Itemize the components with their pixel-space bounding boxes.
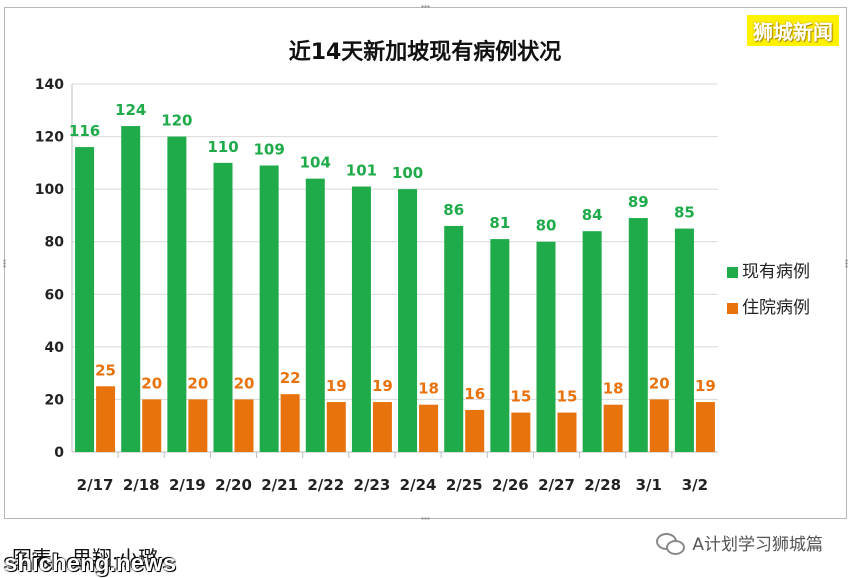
y-tick-label: 40 (45, 340, 65, 356)
resize-handle-left[interactable] (2, 259, 7, 268)
legend-swatch (727, 267, 738, 278)
bar-current-cases (213, 162, 233, 452)
data-label: 20 (187, 374, 208, 392)
chart-title: 近14天新加坡现有病例状况 (289, 39, 562, 65)
bar-hospitalized-cases (649, 399, 669, 452)
bar-hospitalized-cases (557, 412, 577, 452)
bar-current-cases (536, 241, 556, 452)
bar-current-cases (351, 186, 371, 452)
x-tick-label: 2/26 (492, 476, 529, 494)
bar-hospitalized-cases (96, 386, 116, 452)
data-label: 19 (695, 377, 716, 395)
bar-current-cases (490, 239, 510, 452)
bar-hospitalized-cases (511, 412, 531, 452)
bar-hospitalized-cases (603, 404, 623, 452)
data-label: 104 (300, 154, 331, 172)
data-label: 109 (253, 140, 284, 158)
chart-credit: 图表：思翔·小璐 (12, 546, 159, 570)
bar-hospitalized-cases (142, 399, 162, 452)
bar-hospitalized-cases (280, 394, 300, 452)
y-tick-label: 0 (54, 445, 64, 461)
y-tick-label: 120 (35, 130, 64, 146)
data-label: 116 (69, 122, 100, 140)
data-label: 20 (649, 374, 670, 392)
legend-swatch (727, 303, 738, 314)
bar-current-cases (444, 225, 464, 452)
bar-current-cases (628, 218, 648, 452)
y-tick-label: 100 (35, 182, 64, 198)
data-label: 25 (95, 361, 116, 379)
data-label: 15 (510, 388, 531, 406)
data-label: 18 (418, 380, 439, 398)
x-tick-label: 2/24 (400, 476, 437, 494)
data-label: 19 (372, 377, 393, 395)
bar-hospitalized-cases (419, 404, 439, 452)
data-label: 100 (392, 164, 423, 182)
resize-handle-right[interactable] (844, 259, 849, 268)
data-label: 101 (346, 162, 377, 180)
y-tick-label: 140 (35, 77, 64, 93)
wechat-account[interactable]: A计划学习狮城篇 (656, 530, 823, 555)
bar-hospitalized-cases (372, 402, 392, 452)
y-tick-label: 80 (45, 235, 65, 251)
data-label: 110 (207, 138, 238, 156)
data-label: 81 (489, 214, 510, 232)
data-label: 124 (115, 101, 146, 119)
bar-current-cases (674, 228, 694, 452)
x-tick-label: 3/1 (636, 476, 662, 494)
bar-current-cases (398, 189, 418, 452)
bar-current-cases (75, 147, 95, 453)
wechat-icon (656, 531, 686, 555)
x-tick-label: 3/2 (682, 476, 708, 494)
resize-handle-top[interactable] (421, 4, 430, 9)
x-tick-label: 2/20 (215, 476, 252, 494)
data-label: 15 (557, 388, 578, 406)
bar-current-cases (305, 178, 325, 452)
x-tick-label: 2/25 (446, 476, 483, 494)
watermark-label: 狮城新闻 (747, 15, 839, 46)
x-tick-label: 2/27 (538, 476, 575, 494)
x-tick-label: 2/28 (584, 476, 621, 494)
data-label: 18 (603, 380, 624, 398)
x-tick-label: 2/21 (261, 476, 298, 494)
data-label: 89 (628, 193, 649, 211)
bar-hospitalized-cases (326, 402, 346, 452)
data-label: 20 (141, 374, 162, 392)
x-tick-label: 2/22 (307, 476, 344, 494)
data-label: 19 (326, 377, 347, 395)
x-tick-label: 2/19 (169, 476, 206, 494)
bar-hospitalized-cases (188, 399, 208, 452)
legend-entry: 住院病例 (742, 298, 810, 318)
resize-handle-bottom[interactable] (421, 516, 430, 521)
y-tick-label: 60 (45, 287, 65, 303)
site-watermark: shicheng.news (4, 550, 177, 577)
bar-hospitalized-cases (695, 402, 715, 452)
data-label: 86 (443, 201, 464, 219)
data-label: 120 (161, 112, 192, 130)
x-tick-label: 2/18 (123, 476, 160, 494)
data-label: 20 (234, 374, 255, 392)
data-label: 85 (674, 204, 695, 222)
data-label: 80 (536, 217, 557, 235)
legend-entry: 现有病例 (742, 262, 810, 282)
bar-current-cases (121, 126, 141, 453)
y-tick-label: 20 (45, 392, 65, 408)
bar-current-cases (582, 231, 602, 452)
bar-current-cases (259, 165, 279, 452)
wechat-account-name: A计划学习狮城篇 (692, 535, 823, 555)
x-tick-label: 2/17 (77, 476, 114, 494)
bar-current-cases (167, 136, 187, 453)
data-label: 22 (280, 369, 301, 387)
data-label: 16 (464, 385, 485, 403)
x-tick-label: 2/23 (354, 476, 391, 494)
bar-hospitalized-cases (234, 399, 254, 452)
bar-hospitalized-cases (465, 409, 485, 452)
data-label: 84 (582, 206, 603, 224)
